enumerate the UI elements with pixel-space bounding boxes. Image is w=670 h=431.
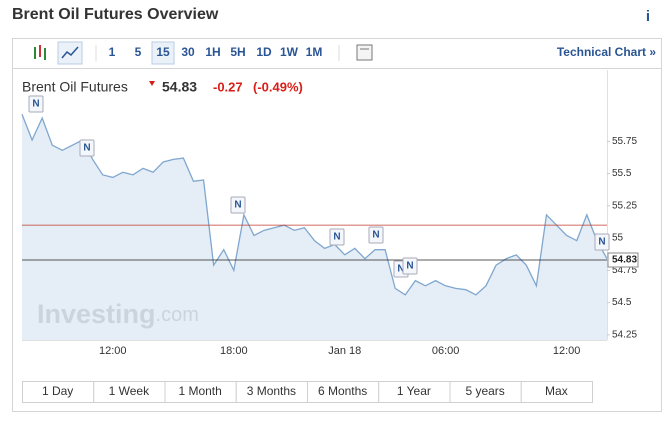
news-marker[interactable]	[329, 228, 345, 246]
range-button[interactable]	[520, 381, 593, 403]
range-label: 3 Months	[247, 384, 296, 398]
range-label: 1 Day	[42, 384, 73, 398]
y-tick-label: 54.75	[612, 265, 637, 276]
news-marker-label: N	[598, 237, 605, 248]
range-label: 1 Year	[397, 384, 431, 398]
news-marker[interactable]	[368, 226, 384, 244]
range-label: 6 Months	[318, 384, 367, 398]
quote-price: 54.83	[162, 79, 197, 95]
y-tick-label: 54.25	[612, 329, 637, 340]
quote-name: Brent Oil Futures	[22, 79, 128, 95]
line-icon[interactable]	[57, 41, 83, 65]
quote-change: -0.27	[213, 79, 243, 94]
y-tick-label: 55.25	[612, 200, 637, 211]
range-label: Max	[545, 384, 568, 398]
news-marker-label: N	[372, 230, 379, 241]
news-marker-label: N	[83, 143, 90, 154]
candle-icon[interactable]	[34, 45, 46, 60]
technical-chart-link[interactable]: Technical Chart »	[557, 45, 656, 59]
news-marker-label: N	[333, 232, 340, 243]
news-marker[interactable]	[230, 196, 246, 214]
interval-button[interactable]: 1M	[306, 45, 323, 59]
y-tick-label: 55.75	[612, 136, 637, 147]
interval-button[interactable]: 1W	[280, 45, 299, 59]
interval-button[interactable]: 1H	[205, 45, 220, 59]
news-marker[interactable]	[594, 233, 610, 251]
y-tick-label: 55	[612, 233, 624, 244]
range-label: 1 Month	[178, 384, 221, 398]
settings-icon[interactable]	[356, 44, 373, 61]
news-marker-label: N	[397, 264, 404, 275]
news-marker[interactable]	[402, 257, 418, 275]
interval-button[interactable]: 1	[109, 45, 116, 59]
news-marker-label: N	[32, 99, 39, 110]
current-label: 54.83	[612, 255, 637, 266]
interval-button[interactable]: 30	[181, 45, 195, 59]
interval-selected	[151, 41, 175, 65]
range-label: 5 years	[465, 384, 504, 398]
x-tick-label: 12:00	[99, 345, 127, 357]
quote-change-pct: (-0.49%)	[253, 79, 303, 94]
current-badge	[607, 252, 639, 268]
area-fill	[22, 114, 607, 341]
interval-button[interactable]: 5	[135, 45, 142, 59]
interval-button[interactable]: 15	[156, 45, 170, 59]
news-marker-label: N	[234, 200, 241, 211]
interval-button[interactable]: 1D	[256, 45, 272, 59]
title: Brent Oil Futures Overview	[12, 6, 219, 23]
x-tick-label: 12:00	[553, 345, 581, 357]
info-icon[interactable]: i	[646, 8, 650, 25]
x-tick-label: 06:00	[432, 345, 460, 357]
interval-button[interactable]: 5H	[230, 45, 245, 59]
x-tick-label: Jan 18	[328, 345, 361, 357]
y-tick-label: 55.5	[612, 168, 632, 179]
news-marker[interactable]	[28, 95, 44, 113]
line-icon-glyph	[61, 46, 79, 59]
price-line	[21, 113, 608, 296]
y-tick-label: 54.5	[612, 297, 632, 308]
widget-frame	[12, 38, 662, 412]
x-tick-label: 18:00	[220, 345, 248, 357]
news-marker[interactable]	[79, 139, 95, 157]
down-arrow	[149, 81, 155, 86]
range-label: 1 Week	[109, 384, 150, 398]
news-marker-label: N	[406, 261, 413, 272]
